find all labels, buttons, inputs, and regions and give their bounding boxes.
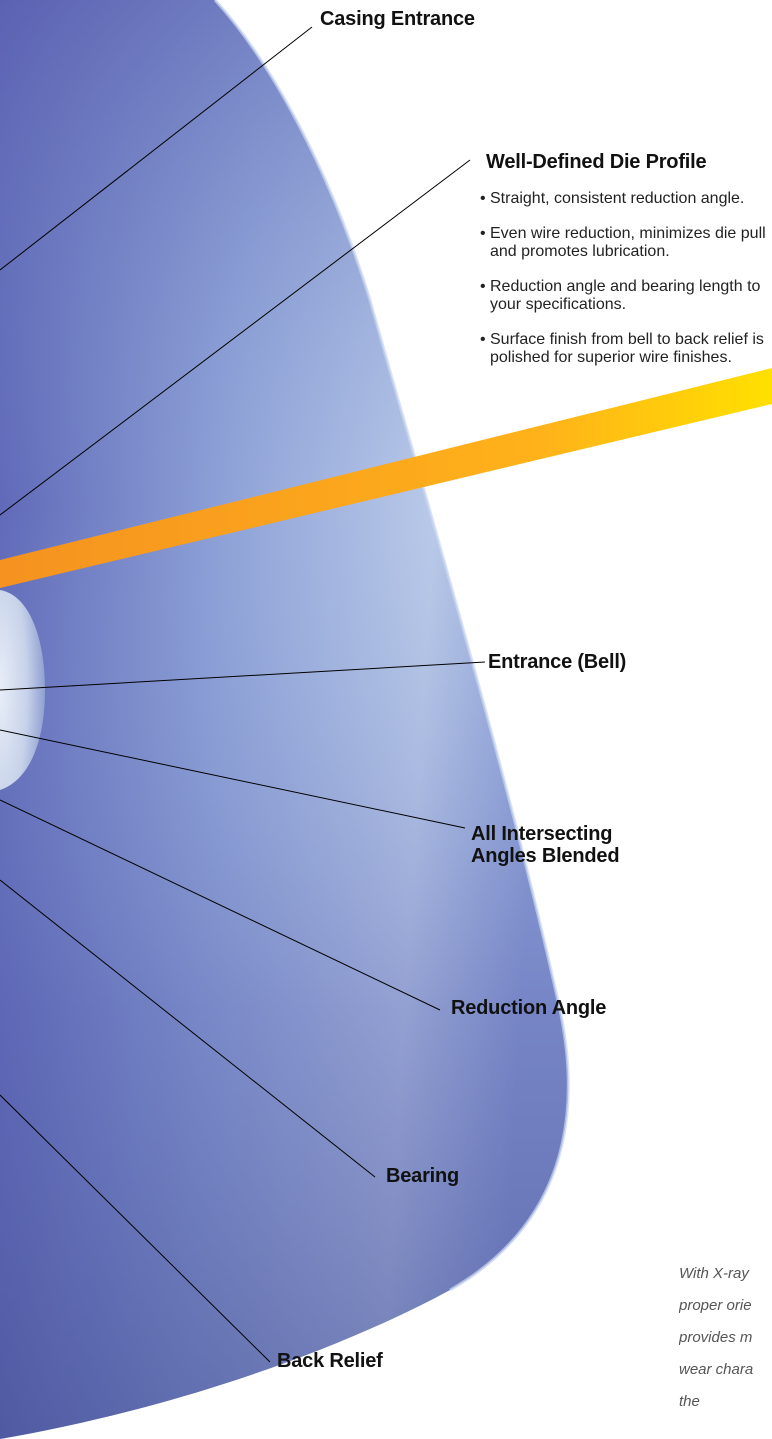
label-die-profile: Well-Defined Die Profile: [486, 151, 707, 173]
label-entrance-bell: Entrance (Bell): [488, 651, 627, 673]
caption-line: the: [679, 1393, 700, 1410]
wire: [0, 368, 772, 588]
xray-caption: With X-ray proper orie provides m wear c…: [679, 1258, 772, 1418]
die-profile-bullet: Reduction angle and bearing length to yo…: [480, 278, 772, 314]
leader-die-profile: [0, 159, 471, 516]
leader-back-relief: [0, 1094, 271, 1363]
die-shading: [0, 0, 569, 1439]
leader-reduction-angle: [0, 799, 441, 1011]
caption-line: provides m: [679, 1329, 753, 1346]
label-intersecting-line1: All Intersecting: [471, 823, 613, 845]
caption-line: wear chara: [679, 1361, 754, 1378]
label-bearing: Bearing: [386, 1165, 460, 1187]
leader-bearing: [0, 879, 376, 1178]
die-profile-bullet: Surface finish from bell to back relief …: [480, 331, 772, 367]
caption-line: proper orie: [679, 1297, 752, 1314]
caption-line: With X-ray: [679, 1265, 749, 1282]
leader-casing-entrance: [0, 26, 313, 271]
label-intersecting-line2: Angles Blended: [471, 845, 620, 867]
label-back-relief: Back Relief: [277, 1350, 383, 1372]
leader-intersecting-angles: [0, 729, 466, 829]
die-profile-bullet: Straight, consistent reduction angle.: [480, 190, 772, 208]
die-profile-bullet: Even wire reduction, minimizes die pull …: [480, 225, 772, 261]
die-bore: [0, 590, 45, 790]
label-casing-entrance: Casing Entrance: [320, 8, 475, 30]
die-profile-bullet-list: Straight, consistent reduction angle. Ev…: [480, 190, 772, 384]
label-intersecting-angles: All Intersecting Angles Blended: [471, 823, 620, 867]
die-rim: [213, 0, 570, 1292]
leader-entrance-bell: [0, 661, 486, 691]
label-reduction-angle: Reduction Angle: [451, 997, 607, 1019]
